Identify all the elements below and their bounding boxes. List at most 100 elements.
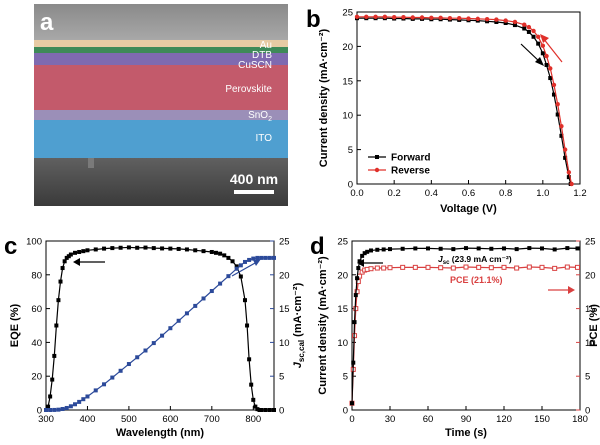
c-eqe-point	[238, 274, 243, 279]
d-ytick-label: 20	[337, 270, 348, 281]
d-pce-point	[368, 266, 374, 272]
c-eqe-point	[81, 249, 86, 254]
c-xtick-label: 600	[162, 414, 178, 425]
c-ytick-label: 0	[37, 406, 42, 417]
b-forward-point	[544, 62, 549, 67]
c-jsc-cal-point	[73, 402, 78, 407]
c-ytick-label: 80	[31, 270, 42, 281]
b-reverse-point	[382, 14, 388, 20]
c-eqe-point	[201, 249, 206, 254]
c-eqe-point	[209, 249, 214, 254]
c-xtick-label: 300	[38, 414, 54, 425]
c-jsc-cal-point	[238, 263, 243, 268]
c-eqe-point	[52, 353, 57, 358]
b-ytick-label: 5	[348, 145, 353, 156]
c-jsc-cal-point	[135, 355, 140, 360]
c-eqe-point	[48, 394, 53, 399]
c-jsc-cal-point	[52, 407, 57, 412]
b-reverse-point	[410, 15, 415, 20]
c-y2-axis-title: Jsc,cal (mA·cm⁻²)	[292, 282, 306, 368]
b-reverse-point	[569, 181, 574, 187]
label-ito: ITO	[256, 133, 273, 144]
d-jsc-annotation-part: (23.9 mA cm⁻²)	[449, 254, 511, 264]
c-jsc-cal-point	[201, 296, 206, 301]
c-eqe-point	[66, 254, 71, 259]
label-dtb: DTB	[252, 50, 272, 61]
label-au: Au	[260, 40, 272, 51]
c-eqe-point	[249, 382, 254, 387]
c-jsc-cal-point	[56, 407, 61, 412]
c-jsc-cal-point	[193, 303, 198, 308]
b-forward-point	[566, 175, 571, 180]
c-plot-frame	[45, 240, 275, 411]
d-jsc-point	[540, 246, 544, 251]
scale-bar	[234, 190, 274, 194]
c-jsc-cal-point	[226, 274, 231, 279]
d-pce-point	[400, 264, 406, 270]
b-xtick-label: 0.2	[388, 188, 401, 199]
b-reverse-point	[562, 147, 568, 152]
d-jsc-annotation: Jsc (23.9 mA cm⁻²)	[438, 254, 512, 266]
panel-label-d: d	[310, 233, 325, 260]
d-xtick-label: 60	[423, 414, 434, 425]
c-eqe-point	[168, 246, 173, 251]
c-eqe-point	[255, 407, 260, 412]
d-jsc-point	[438, 246, 443, 251]
b-reverse-point	[503, 18, 508, 23]
b-arrow-head-black	[535, 57, 544, 66]
d-ytick-label: 25	[337, 237, 348, 248]
d-right-ytick-label: 10	[585, 338, 596, 349]
c-eqe-point	[56, 298, 61, 303]
d-jsc-annotation-part: J	[438, 254, 443, 264]
d-xtick-label: 30	[385, 414, 396, 425]
c-jsc-cal-point	[48, 408, 53, 412]
layer-ito	[34, 120, 288, 158]
c-eqe-point	[77, 249, 82, 254]
d-pce-point	[438, 265, 444, 271]
b-reverse-point	[438, 15, 443, 21]
d-y2-axis-title: PCE (%)	[588, 304, 600, 347]
c-y2-axis-title-part: (mA·cm⁻²)	[292, 282, 304, 339]
c-y-axis-title: EQE (%)	[9, 303, 21, 347]
b-reverse-point	[526, 24, 532, 30]
d-ytick-label: 5	[343, 372, 348, 383]
d-pce-point	[425, 264, 431, 270]
c-jsc-cal-point	[251, 256, 256, 261]
b-ytick-label: 15	[342, 76, 353, 87]
c-eqe-point	[222, 253, 227, 258]
c-eqe-point	[184, 247, 189, 252]
d-jsc-point	[353, 293, 358, 298]
c-right-ytick-label: 5	[279, 372, 284, 383]
b-xtick-label: 0.6	[462, 188, 475, 199]
c-eqe-point	[272, 408, 276, 412]
b-forward-point	[512, 23, 517, 28]
layer-sno2	[34, 110, 288, 120]
c-eqe-point	[263, 408, 268, 412]
c-jsc-cal-point	[110, 375, 115, 380]
b-reverse-point	[373, 14, 378, 20]
c-jsc-cal-point	[176, 318, 181, 323]
d-pce-point	[381, 265, 387, 271]
c-eqe-point	[160, 246, 165, 251]
b-ytick-label: 20	[342, 42, 353, 53]
b-ytick-label: 0	[348, 180, 353, 191]
c-arrow-head-left	[73, 258, 80, 266]
c-jsc-cal-point	[151, 341, 156, 346]
c-eqe-point	[85, 248, 90, 253]
c-jsc-cal-point	[64, 405, 69, 410]
d-jsc-point	[351, 360, 356, 365]
d-y-axis-title: Current density (mA·cm⁻²)	[317, 256, 329, 395]
b-forward-point	[494, 19, 499, 24]
d-pce-point	[463, 264, 469, 270]
c-jsc-cal-point	[143, 348, 148, 353]
b-reverse-point	[540, 43, 546, 48]
d-jsc-point	[362, 251, 367, 256]
b-y-axis-title: Current density (mA·cm⁻²)	[318, 28, 330, 167]
d-pce-point	[514, 265, 520, 271]
b-reverse-point	[512, 19, 518, 25]
c-eqe-point	[251, 397, 256, 402]
c-x-axis-title: Wavelength (nm)	[116, 427, 205, 439]
d-jsc-point	[355, 276, 360, 281]
d-ytick-label: 15	[337, 304, 348, 315]
c-jsc-cal-point	[234, 266, 239, 271]
